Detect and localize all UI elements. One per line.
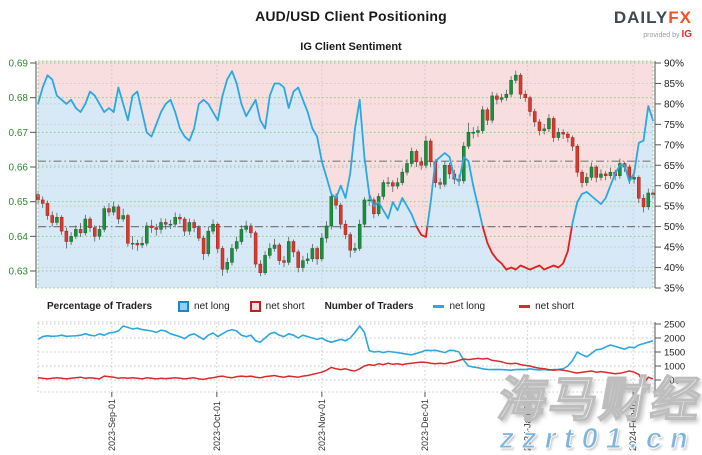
svg-text:80%: 80% [664,99,684,110]
plot-border [37,321,654,393]
chart-subtitle: IG Client Sentiment [300,41,402,53]
percent-axis-right: 90% 85% 80% 75% 70% 65% 60% 55% 50% 45% 40% 35% [654,59,684,295]
traders-net-long-line [37,325,654,372]
provided-by-line: provided by IG [614,29,692,40]
svg-text:65%: 65% [664,161,684,172]
candlestick-series [36,70,655,277]
svg-text:0.66: 0.66 [9,163,29,174]
sentiment-area-fills [38,61,653,288]
net-long-square-icon [178,301,190,312]
price-sentiment-chart: 0.69 0.68 0.67 0.66 0.65 0.64 0.63 90% 85% 80% 75%… [9,59,685,295]
svg-text:70%: 70% [664,140,684,151]
dailyfx-wordmark: DAILYFX [613,8,692,28]
page-title: AUD/USD Client Positioning [255,8,447,24]
svg-text:75%: 75% [664,120,684,131]
svg-text:0.67: 0.67 [9,128,29,139]
logo-fx-text: FX [668,8,692,27]
svg-text:50%: 50% [664,222,684,233]
svg-text:0.68: 0.68 [9,93,29,104]
price-axis-left: 0.69 0.68 0.67 0.66 0.65 0.64 0.63 [9,59,37,288]
count-axis-right: 2500 2000 1500 1000 500 [654,320,685,392]
svg-text:1500: 1500 [664,348,685,359]
number-of-traders-chart: 2500 2000 1500 1000 500 2023-Sep-01 2023-Oct-0… [37,320,685,451]
svg-text:0.64: 0.64 [9,232,29,243]
svg-text:45%: 45% [664,243,684,254]
net-short-square-icon [249,301,261,312]
svg-text:500: 500 [664,376,680,387]
svg-text:2000: 2000 [664,334,685,345]
svg-text:0.63: 0.63 [9,267,29,278]
svg-text:2023-Sep-01: 2023-Sep-01 [107,399,117,451]
svg-text:2023-Oct-01: 2023-Oct-01 [212,401,222,451]
chart-legend: Percentage of Traders net long net short… [47,301,574,312]
svg-text:0.69: 0.69 [9,59,29,70]
legend-percentage-title: Percentage of Traders [47,301,153,312]
ig-logo: IG [681,28,692,40]
svg-text:2024-Jan-01: 2024-Jan-01 [523,400,533,451]
dailyfx-logo: DAILYFX provided by IG [613,8,692,40]
plot-border [37,60,654,289]
date-axis: 2023-Sep-01 2023-Oct-01 2023-Nov-01 2023-De… [107,392,638,451]
legend-net-long-label: net long [194,301,230,312]
svg-text:2023-Dec-01: 2023-Dec-01 [420,399,430,451]
net-long-line-icon [433,305,445,308]
legend-net-short-line-label: net short [535,301,574,312]
svg-text:35%: 35% [664,284,684,295]
provided-by-text: provided by [643,31,680,39]
svg-text:2024-Feb-01: 2024-Feb-01 [628,399,638,451]
svg-text:0.65: 0.65 [9,197,29,208]
legend-number-title: Number of Traders [324,301,414,312]
svg-text:40%: 40% [664,263,684,274]
svg-text:55%: 55% [664,202,684,213]
logo-daily-text: DAILY [613,8,669,27]
svg-text:90%: 90% [664,59,684,70]
gridlines [38,322,653,392]
svg-text:60%: 60% [664,181,684,192]
sentiment-line [37,70,654,271]
traders-net-short-line [37,357,654,385]
svg-text:2500: 2500 [664,320,685,331]
svg-text:1000: 1000 [664,362,685,373]
net-short-line-icon [519,305,531,308]
reference-lines [38,160,653,228]
legend-net-long-line-label: net long [449,301,486,312]
legend-net-short-label: net short [265,301,305,312]
svg-text:85%: 85% [664,79,684,90]
svg-text:2023-Nov-01: 2023-Nov-01 [317,399,327,451]
